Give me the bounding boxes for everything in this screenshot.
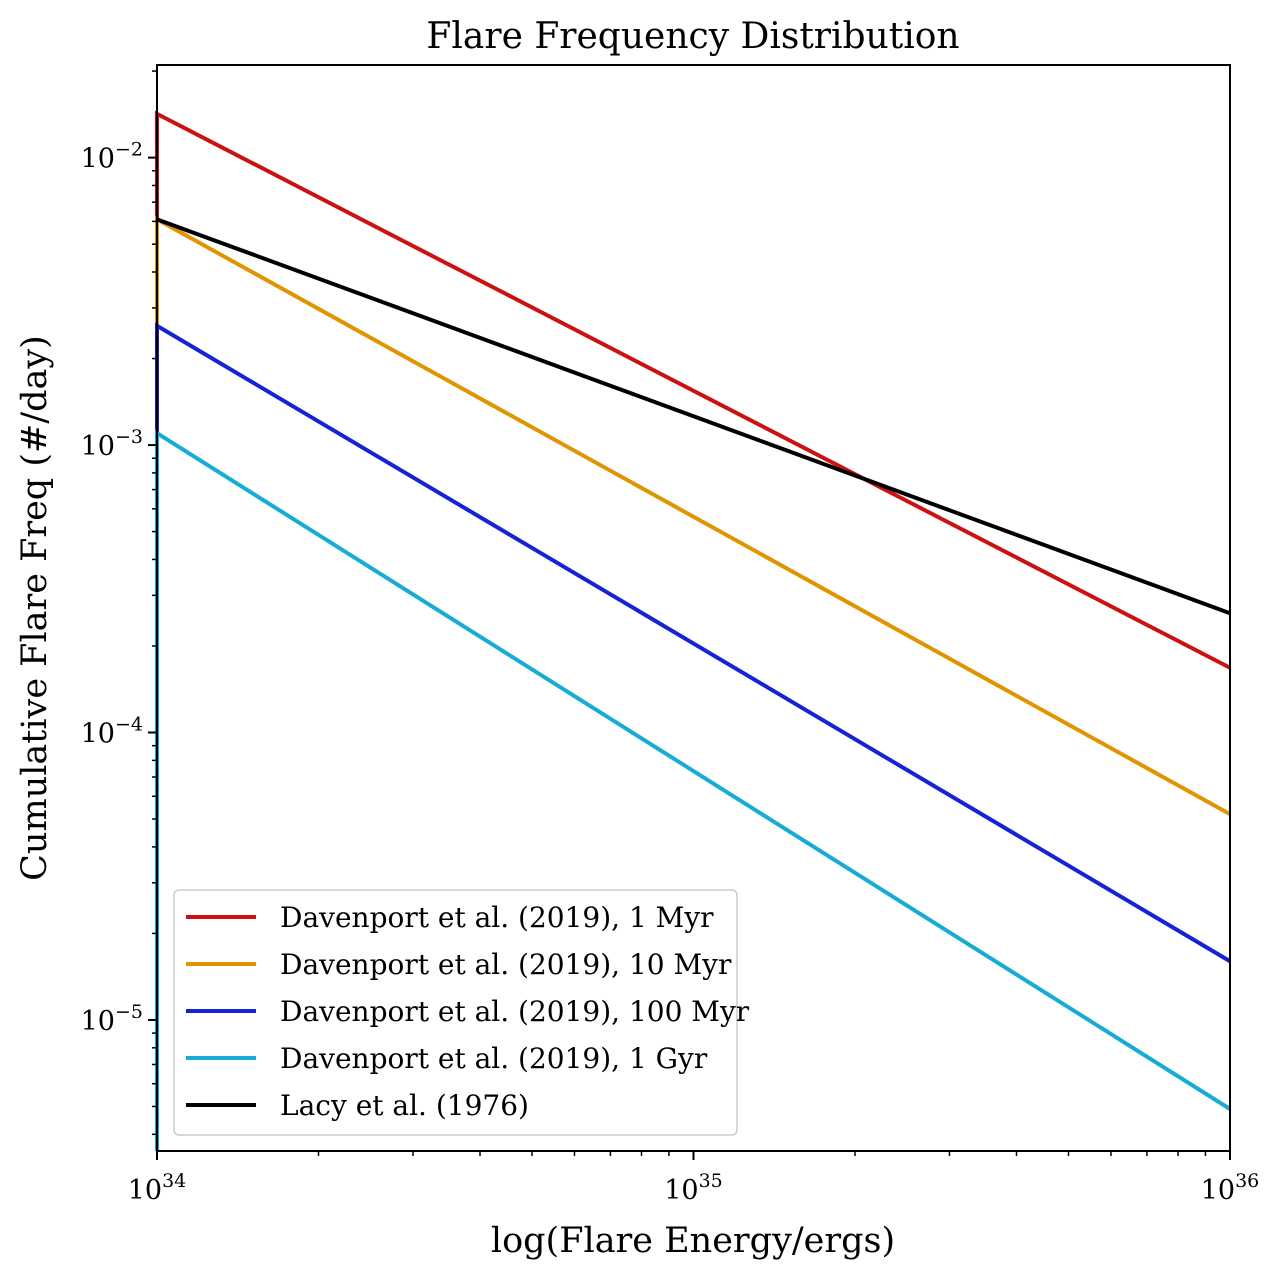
series-line-1 <box>155 215 1231 816</box>
y-tick-exponent: −4 <box>115 714 143 736</box>
y-tick-exponent: −3 <box>115 426 143 448</box>
chart-title: Flare Frequency Distribution <box>426 16 959 57</box>
y-tick-label: 10−4 <box>81 714 143 750</box>
x-tick-exponent: 34 <box>162 1170 186 1192</box>
y-tick-label: 10−5 <box>81 1001 143 1037</box>
y-axis-label: Cumulative Flare Freq (#/day) <box>15 335 55 881</box>
legend: Davenport et al. (2019), 1 Myr Davenport … <box>173 889 750 1136</box>
x-tick-base: 10 <box>128 1175 162 1206</box>
legend-label-3: Davenport et al. (2019), 1 Gyr <box>280 1042 708 1075</box>
y-tick-base: 10 <box>81 719 115 750</box>
legend-label-1: Davenport et al. (2019), 10 Myr <box>280 948 732 981</box>
legend-label-4: Lacy et al. (1976) <box>280 1089 529 1122</box>
series-line-2 <box>155 322 1232 963</box>
series-line-4 <box>156 217 1231 616</box>
y-tick-exponent: −2 <box>115 139 143 161</box>
x-tick-base: 10 <box>1201 1175 1235 1206</box>
legend-label-0: Davenport et al. (2019), 1 Myr <box>280 901 714 934</box>
legend-box <box>173 889 738 1136</box>
x-tick-base: 10 <box>664 1175 698 1206</box>
x-tick-exponent: 36 <box>1235 1170 1259 1192</box>
x-tick-label: 1036 <box>1201 1170 1260 1206</box>
y-tick-exponent: −5 <box>115 1001 143 1023</box>
x-tick-label: 1035 <box>664 1170 723 1206</box>
x-tick-label: 1034 <box>128 1170 187 1206</box>
x-tick-exponent: 35 <box>699 1170 723 1192</box>
y-tick-base: 10 <box>81 431 115 462</box>
y-tick-label: 10−3 <box>81 426 143 462</box>
y-tick-label: 10−2 <box>81 139 143 175</box>
y-tick-base: 10 <box>81 144 115 175</box>
legend-label-2: Davenport et al. (2019), 100 Myr <box>280 995 750 1028</box>
x-axis-label: log(Flare Energy/ergs) <box>491 1221 895 1261</box>
y-tick-base: 10 <box>81 1006 115 1037</box>
